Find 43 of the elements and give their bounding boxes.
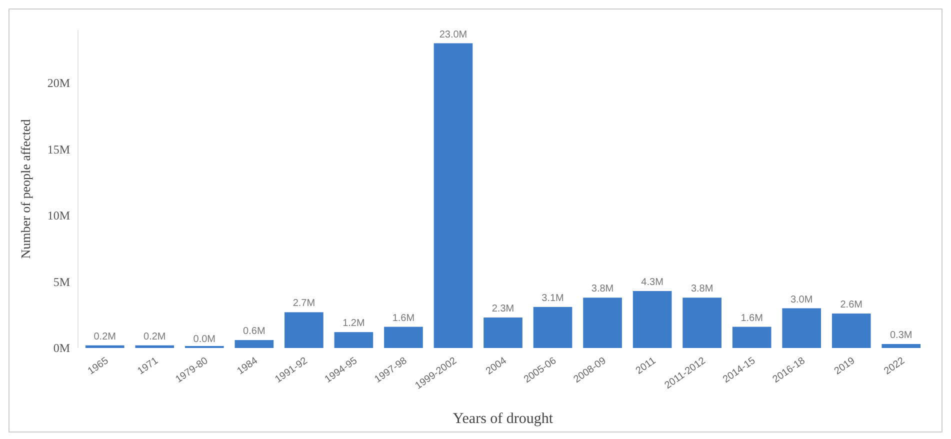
data-label: 0.6M xyxy=(243,326,266,338)
x-tick-label: 2019 xyxy=(832,355,858,378)
bar xyxy=(782,308,822,348)
y-tick-label: 20M xyxy=(47,76,70,90)
data-label: 3.8M xyxy=(690,284,714,295)
data-label: 3.1M xyxy=(542,292,564,304)
data-label: 3.0M xyxy=(790,294,813,306)
data-label: 1.6M xyxy=(740,312,763,324)
y-axis-title: Number of people affected xyxy=(18,118,33,259)
bar xyxy=(284,312,324,348)
data-label: 0.0M xyxy=(193,334,216,345)
bar xyxy=(682,298,722,348)
data-label: 23.0M xyxy=(439,29,468,40)
bar xyxy=(533,306,572,348)
bar xyxy=(832,314,871,348)
bar xyxy=(583,298,622,348)
data-label: 3.8M xyxy=(591,284,614,295)
data-label: 2.6M xyxy=(840,300,862,311)
bar xyxy=(882,344,921,348)
bar xyxy=(434,43,473,348)
bar xyxy=(234,340,274,348)
bar xyxy=(85,345,124,348)
data-label: 0.2M xyxy=(144,331,166,342)
x-tick-label: 2011 xyxy=(634,355,658,377)
bar xyxy=(135,345,174,348)
bar xyxy=(732,326,772,348)
data-label: 2.3M xyxy=(492,304,514,315)
bar xyxy=(334,332,374,348)
data-label: 0.2M xyxy=(94,331,116,342)
x-axis-title: Years of drought xyxy=(452,411,554,427)
data-label: 2.7M xyxy=(292,298,316,310)
y-tick-label: 0M xyxy=(53,341,70,356)
x-tick-label: 1971 xyxy=(136,355,161,378)
data-label: 1.2M xyxy=(342,318,365,330)
bar xyxy=(384,326,423,348)
bar xyxy=(484,318,522,348)
y-tick-label: 15M xyxy=(47,142,70,156)
data-label: 1.6M xyxy=(392,312,415,324)
data-label: 0.3M xyxy=(890,330,912,342)
bar xyxy=(632,291,672,348)
y-tick-label: 5M xyxy=(53,274,70,289)
y-tick-label: 10M xyxy=(47,208,70,223)
data-label: 4.3M xyxy=(641,277,664,288)
